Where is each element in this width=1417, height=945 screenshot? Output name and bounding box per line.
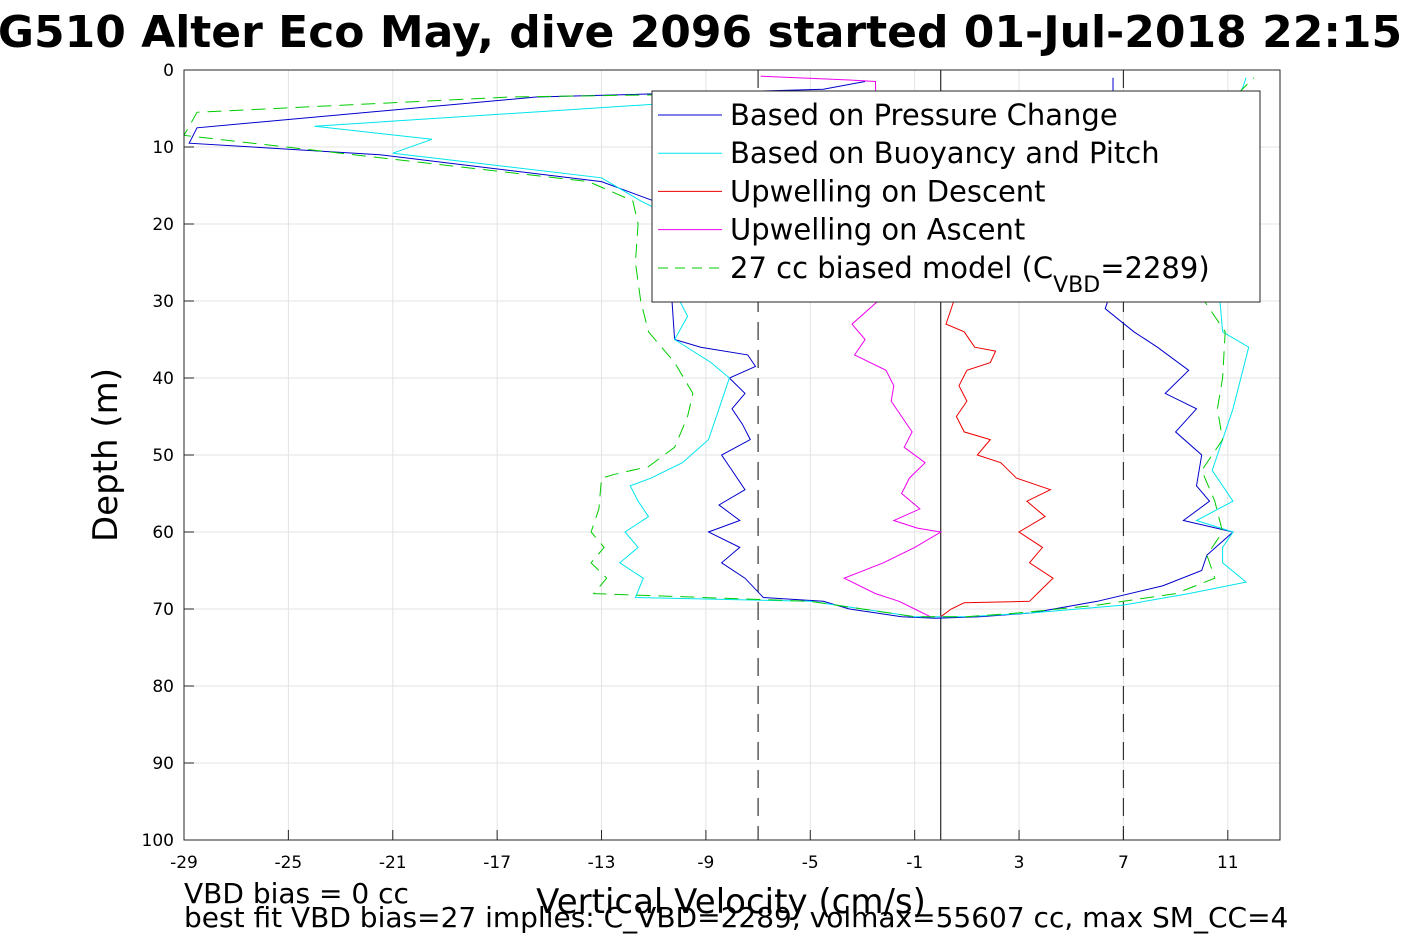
- x-tick-label: 7: [1118, 853, 1129, 873]
- y-axis-label: Depth (m): [86, 368, 126, 542]
- x-tick-label: 11: [1217, 853, 1239, 873]
- y-axis-ticks: 0 10 20 30 40 50 60 70 80 90 100: [142, 61, 194, 851]
- series-line-5: [183, 77, 1255, 618]
- y-tick-label: 90: [152, 754, 174, 774]
- x-tick-label: -9: [697, 853, 714, 873]
- legend-label: Upwelling on Descent: [730, 174, 1046, 208]
- x-tick-label: -21: [379, 853, 407, 873]
- x-axis-ticks: -29 -25 -21 -17 -13 -9 -5 -1 3 7 11: [170, 830, 1239, 873]
- x-tick-label: -5: [802, 853, 819, 873]
- x-tick-label: -13: [588, 853, 616, 873]
- y-tick-label: 0: [163, 61, 174, 81]
- y-tick-label: 30: [152, 292, 174, 312]
- chart-title: G510 Alter Eco May, dive 2096 started 01…: [0, 7, 1402, 58]
- y-tick-label: 70: [152, 600, 174, 620]
- legend-label: Based on Buoyancy and Pitch: [730, 136, 1160, 170]
- legend-label: Upwelling on Ascent: [730, 213, 1025, 247]
- series-line-4: [760, 75, 943, 618]
- x-tick-label: 3: [1014, 853, 1025, 873]
- series-line-3: [940, 300, 1054, 618]
- y-tick-label: 60: [152, 523, 174, 543]
- y-tick-label: 20: [152, 215, 174, 235]
- footer-bias-note: VBD bias = 0 cc: [184, 877, 409, 910]
- footer-best-fit-note: best fit VBD bias=27 implies: C_VBD=2289…: [184, 901, 1288, 934]
- x-axis-label: Vertical Velocity (cm/s): [536, 882, 926, 922]
- y-tick-label: 10: [152, 138, 174, 158]
- y-tick-label: 50: [152, 446, 174, 466]
- legend-label-model: 27 cc biased model (CVBD=2289): [730, 251, 1210, 298]
- legend-label: Based on Pressure Change: [730, 98, 1118, 132]
- x-tick-label: -1: [906, 853, 923, 873]
- y-tick-label: 100: [142, 831, 174, 851]
- legend-entries: Based on Pressure Change Based on Buoyanc…: [658, 98, 1160, 247]
- legend-box: [651, 90, 1261, 303]
- x-tick-label: -17: [483, 853, 511, 873]
- legend: Based on Pressure Change Based on Buoyanc…: [651, 90, 1261, 303]
- y-tick-label: 80: [152, 677, 174, 697]
- x-tick-label: -25: [274, 853, 302, 873]
- x-tick-label: -29: [170, 853, 198, 873]
- y-tick-label: 40: [152, 369, 174, 389]
